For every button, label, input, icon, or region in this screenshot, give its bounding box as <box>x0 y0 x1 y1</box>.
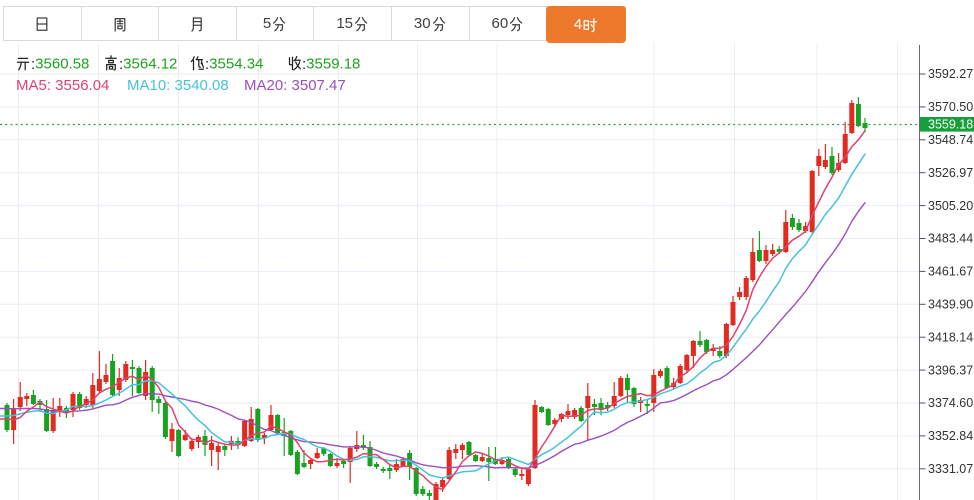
svg-text:3439.90: 3439.90 <box>928 298 973 312</box>
svg-text:3483.44: 3483.44 <box>928 232 973 246</box>
svg-text:3570.50: 3570.50 <box>928 100 973 114</box>
svg-text:3559.18: 3559.18 <box>928 118 973 132</box>
svg-text:3396.37: 3396.37 <box>928 363 973 377</box>
svg-text:3592.27: 3592.27 <box>928 67 973 81</box>
svg-text:3461.67: 3461.67 <box>928 265 973 279</box>
svg-text:3548.74: 3548.74 <box>928 133 973 147</box>
svg-text:3374.60: 3374.60 <box>928 396 973 410</box>
svg-text:3526.97: 3526.97 <box>928 166 973 180</box>
svg-text:3505.20: 3505.20 <box>928 199 973 213</box>
svg-text:3352.84: 3352.84 <box>928 429 973 443</box>
svg-text:3418.14: 3418.14 <box>928 330 973 344</box>
svg-text:3331.07: 3331.07 <box>928 462 973 476</box>
